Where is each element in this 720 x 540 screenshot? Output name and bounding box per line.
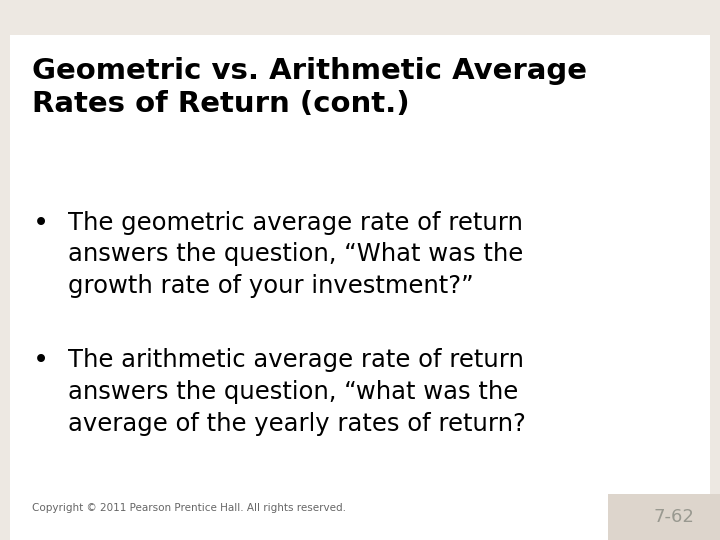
Text: 7-62: 7-62 bbox=[654, 509, 695, 526]
Text: Geometric vs. Arithmetic Average
Rates of Return (cont.): Geometric vs. Arithmetic Average Rates o… bbox=[32, 57, 588, 118]
Text: Copyright © 2011 Pearson Prentice Hall. All rights reserved.: Copyright © 2011 Pearson Prentice Hall. … bbox=[32, 503, 346, 513]
Text: •: • bbox=[32, 348, 48, 374]
Text: •: • bbox=[32, 211, 48, 237]
Bar bbox=[608, 494, 720, 540]
Text: The geometric average rate of return
answers the question, “What was the
growth : The geometric average rate of return ans… bbox=[68, 211, 523, 298]
Text: The arithmetic average rate of return
answers the question, “what was the
averag: The arithmetic average rate of return an… bbox=[68, 348, 526, 435]
